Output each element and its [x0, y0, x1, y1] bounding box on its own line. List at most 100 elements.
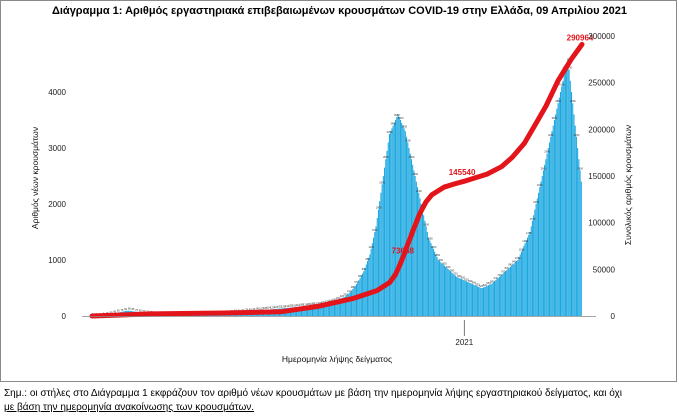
bar	[512, 264, 514, 316]
bar	[418, 192, 420, 316]
bar	[417, 187, 419, 316]
bar	[426, 232, 428, 316]
bar	[402, 125, 404, 316]
right-y-tick-label: 0	[611, 312, 616, 321]
bar	[457, 277, 459, 316]
bar-value-label: 45	[113, 309, 116, 313]
bar	[452, 273, 454, 316]
bar-value-label: 720	[453, 272, 458, 276]
bar-value-label: 150	[288, 304, 293, 308]
bar	[453, 274, 455, 316]
bar	[448, 270, 450, 316]
bar	[385, 159, 387, 316]
bar	[553, 120, 555, 316]
bar-value-label: 96	[256, 307, 259, 311]
bar	[475, 285, 477, 316]
bar	[315, 305, 317, 316]
bar	[573, 114, 575, 317]
bar	[302, 306, 304, 316]
bar	[329, 302, 331, 316]
bar	[465, 281, 467, 316]
bar	[437, 260, 439, 316]
bar	[386, 150, 388, 316]
bar-value-label: 3550	[394, 113, 400, 117]
bar	[458, 277, 460, 316]
bar	[327, 303, 329, 316]
bar-value-label: 580	[490, 280, 495, 284]
bar-value-label: 3250	[387, 130, 393, 134]
bar	[424, 220, 426, 316]
bar	[467, 281, 469, 316]
bar-value-label: 3100	[405, 138, 411, 142]
bar	[341, 298, 343, 316]
bar	[336, 300, 338, 316]
bar	[551, 131, 553, 316]
bar	[377, 209, 379, 316]
bar-value-label: 940	[512, 259, 517, 263]
chart-title: Διάγραμμα 1: Αριθμός εργαστηριακά επιβεβ…	[51, 5, 628, 17]
bar	[476, 286, 478, 316]
bar-value-label: 240	[329, 299, 334, 303]
bar-value-label: 85	[131, 307, 134, 311]
bar	[430, 243, 432, 316]
bar	[399, 120, 401, 316]
bar	[425, 226, 427, 316]
bar	[463, 280, 465, 316]
bar-value-label: 108	[263, 306, 268, 310]
bar-value-label: 4400	[566, 66, 572, 70]
bar-value-label: 144	[285, 304, 290, 308]
bar-value-label: 410	[347, 289, 352, 293]
bar	[387, 142, 389, 316]
bar	[429, 240, 431, 316]
bar-series	[92, 58, 582, 317]
bar	[428, 237, 430, 316]
bar	[340, 298, 342, 316]
bar	[382, 176, 384, 316]
bar	[490, 284, 492, 316]
bar-value-label: 260	[332, 297, 337, 301]
bar	[524, 243, 526, 316]
bar-value-label: 1500	[372, 228, 378, 232]
bar	[530, 226, 532, 316]
bar	[535, 204, 537, 316]
bar	[369, 254, 371, 316]
bar	[432, 248, 434, 316]
bar	[374, 232, 376, 316]
footnote-line-1: Σημ.: οι στήλες στο Διάγραμμα 1 εκφράζου…	[4, 388, 622, 399]
bar-value-label: 800	[362, 267, 367, 271]
bar-value-label: 50	[142, 309, 145, 313]
bar	[486, 285, 488, 316]
bar	[474, 285, 476, 316]
bar	[478, 286, 480, 316]
bar	[390, 131, 392, 316]
bar-value-label: 820	[505, 266, 510, 270]
bar	[502, 273, 504, 316]
bar-value-label: 210	[321, 300, 326, 304]
bar	[321, 304, 323, 316]
bar-value-label: 320	[340, 294, 345, 298]
bar-value-label: 1050	[434, 253, 440, 257]
bar	[511, 265, 513, 316]
bar	[347, 294, 349, 316]
bar-value-label: 1000	[515, 256, 521, 260]
bar	[408, 148, 410, 316]
bar	[348, 293, 350, 316]
cumulative-annotations: 73658 145540 290964	[392, 33, 594, 255]
bar-value-label: 198	[318, 301, 323, 305]
bar	[342, 297, 344, 316]
bar	[461, 279, 463, 316]
bar-value-label: 290	[336, 296, 341, 300]
bar-value-label: 1200	[368, 245, 374, 249]
bar	[498, 276, 500, 316]
bar	[403, 128, 405, 316]
bar-value-label: 2900	[544, 150, 550, 154]
bar-value-label: 620	[464, 277, 469, 281]
bar	[324, 303, 326, 316]
footnote-line-2: με βάση την ημερομηνία ανακοίνωσης των κ…	[4, 402, 255, 413]
bar	[349, 291, 351, 316]
bar	[555, 114, 557, 317]
bar	[388, 134, 390, 316]
bar-value-label: 90	[252, 307, 255, 311]
bar-value-label: 680	[457, 274, 462, 278]
bar-value-label: 102	[259, 306, 264, 310]
